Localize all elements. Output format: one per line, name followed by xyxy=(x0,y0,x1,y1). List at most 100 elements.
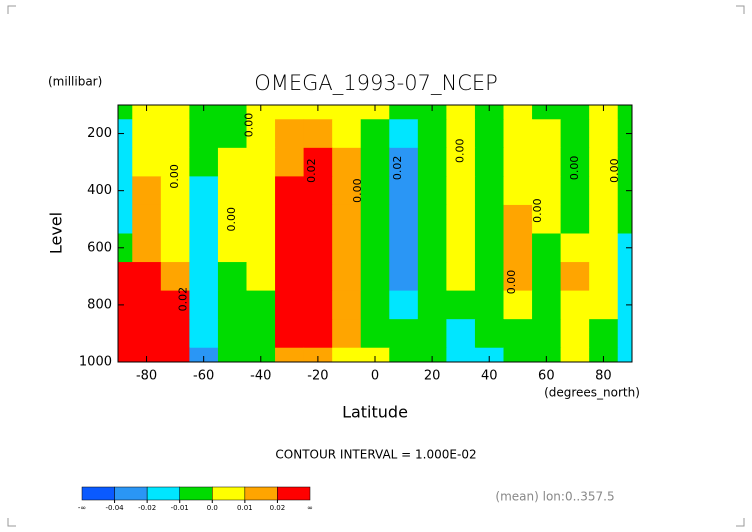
field-cell xyxy=(132,233,162,263)
field-cell xyxy=(275,119,305,149)
field-cell xyxy=(303,176,333,206)
field-cell xyxy=(118,262,133,292)
field-cell xyxy=(532,176,562,206)
colorbar-box xyxy=(212,486,246,501)
field-cell xyxy=(503,176,533,206)
field-cell xyxy=(246,147,276,177)
field-cell xyxy=(560,119,590,149)
field-cell xyxy=(503,319,533,349)
field-cell xyxy=(275,262,305,292)
field-cell xyxy=(189,233,219,263)
field-cell xyxy=(303,204,333,234)
field-cell xyxy=(589,290,619,320)
field-cell xyxy=(589,147,619,177)
field-cell xyxy=(118,176,133,206)
field-cell xyxy=(246,347,276,362)
field-cell xyxy=(118,290,133,320)
field-cell xyxy=(389,147,419,177)
field-cell xyxy=(532,204,562,234)
y-tick-label: 800 xyxy=(87,297,112,312)
field-cell xyxy=(217,319,247,349)
field-cell xyxy=(417,233,447,263)
field-cell xyxy=(246,176,276,206)
field-cell xyxy=(275,347,305,362)
field-cell xyxy=(503,119,533,149)
contour-label: 0.00 xyxy=(454,138,467,163)
chart-title: OMEGA_1993-07_NCEP xyxy=(254,71,498,95)
contour-label: 0.00 xyxy=(242,113,255,138)
field-cell xyxy=(532,147,562,177)
field-cell xyxy=(118,347,133,362)
field-cell xyxy=(189,262,219,292)
field-cell xyxy=(560,347,590,362)
contour-label: 0.02 xyxy=(305,158,318,183)
field-cell xyxy=(474,119,504,149)
field-cell xyxy=(132,262,162,292)
field-cell xyxy=(275,204,305,234)
field-cell xyxy=(189,147,219,177)
field-cell xyxy=(560,204,590,234)
field-cell xyxy=(617,204,632,234)
field-cell xyxy=(617,290,632,320)
field-cell xyxy=(474,290,504,320)
field-cell xyxy=(303,347,333,362)
field-cell xyxy=(275,105,305,120)
y-units: (millibar) xyxy=(48,75,102,89)
field-cell xyxy=(132,290,162,320)
field-cell xyxy=(217,262,247,292)
field-cell xyxy=(589,262,619,292)
x-tick-label: 80 xyxy=(595,369,612,384)
field-cell xyxy=(160,119,190,149)
field-cell xyxy=(189,204,219,234)
field-cell xyxy=(560,147,590,177)
field-cell xyxy=(132,147,162,177)
field-cell xyxy=(446,119,476,149)
field-cell xyxy=(503,233,533,263)
x-axis-label: Latitude xyxy=(342,403,408,422)
field-cell xyxy=(360,290,390,320)
note: (mean) lon:0..357.5 xyxy=(495,490,614,504)
x-tick-label: -60 xyxy=(193,369,214,384)
x-tick-label: 0 xyxy=(371,369,379,384)
field-cell xyxy=(189,119,219,149)
field-cell xyxy=(360,105,390,120)
contour-label: 0.00 xyxy=(608,158,621,183)
colorbar-label: 0.0 xyxy=(207,504,218,512)
field-cell xyxy=(132,105,162,120)
colorbar-label: 0.01 xyxy=(237,504,253,512)
field-cell xyxy=(360,262,390,292)
field-cell xyxy=(189,176,219,206)
field-cell xyxy=(217,147,247,177)
field-cell xyxy=(332,147,362,177)
field-cell xyxy=(332,233,362,263)
field-cell xyxy=(217,176,247,206)
field-cell xyxy=(474,176,504,206)
field-cell xyxy=(217,204,247,234)
field-cell xyxy=(617,105,632,120)
field-cell xyxy=(446,233,476,263)
field-cell xyxy=(332,290,362,320)
field-cell xyxy=(532,290,562,320)
y-tick-label: 600 xyxy=(87,240,112,255)
x-tick-label: -80 xyxy=(136,369,157,384)
field-cell xyxy=(532,119,562,149)
field-cell xyxy=(446,319,476,349)
field-cell xyxy=(246,119,276,149)
contour-label: 0.02 xyxy=(391,156,404,181)
field-cell xyxy=(332,176,362,206)
field-cell xyxy=(189,290,219,320)
field-cell xyxy=(360,233,390,263)
field-cell xyxy=(303,233,333,263)
colorbar-box xyxy=(244,486,278,501)
field-cell xyxy=(389,233,419,263)
field-cell xyxy=(474,147,504,177)
field-cell xyxy=(189,319,219,349)
field-cell xyxy=(118,105,133,120)
field-cell xyxy=(474,319,504,349)
field-cell xyxy=(118,147,133,177)
x-tick-label: 40 xyxy=(481,369,498,384)
contour-label: 0.00 xyxy=(568,156,581,181)
field-cell xyxy=(389,347,419,362)
field-cell xyxy=(118,319,133,349)
field-cell xyxy=(560,176,590,206)
